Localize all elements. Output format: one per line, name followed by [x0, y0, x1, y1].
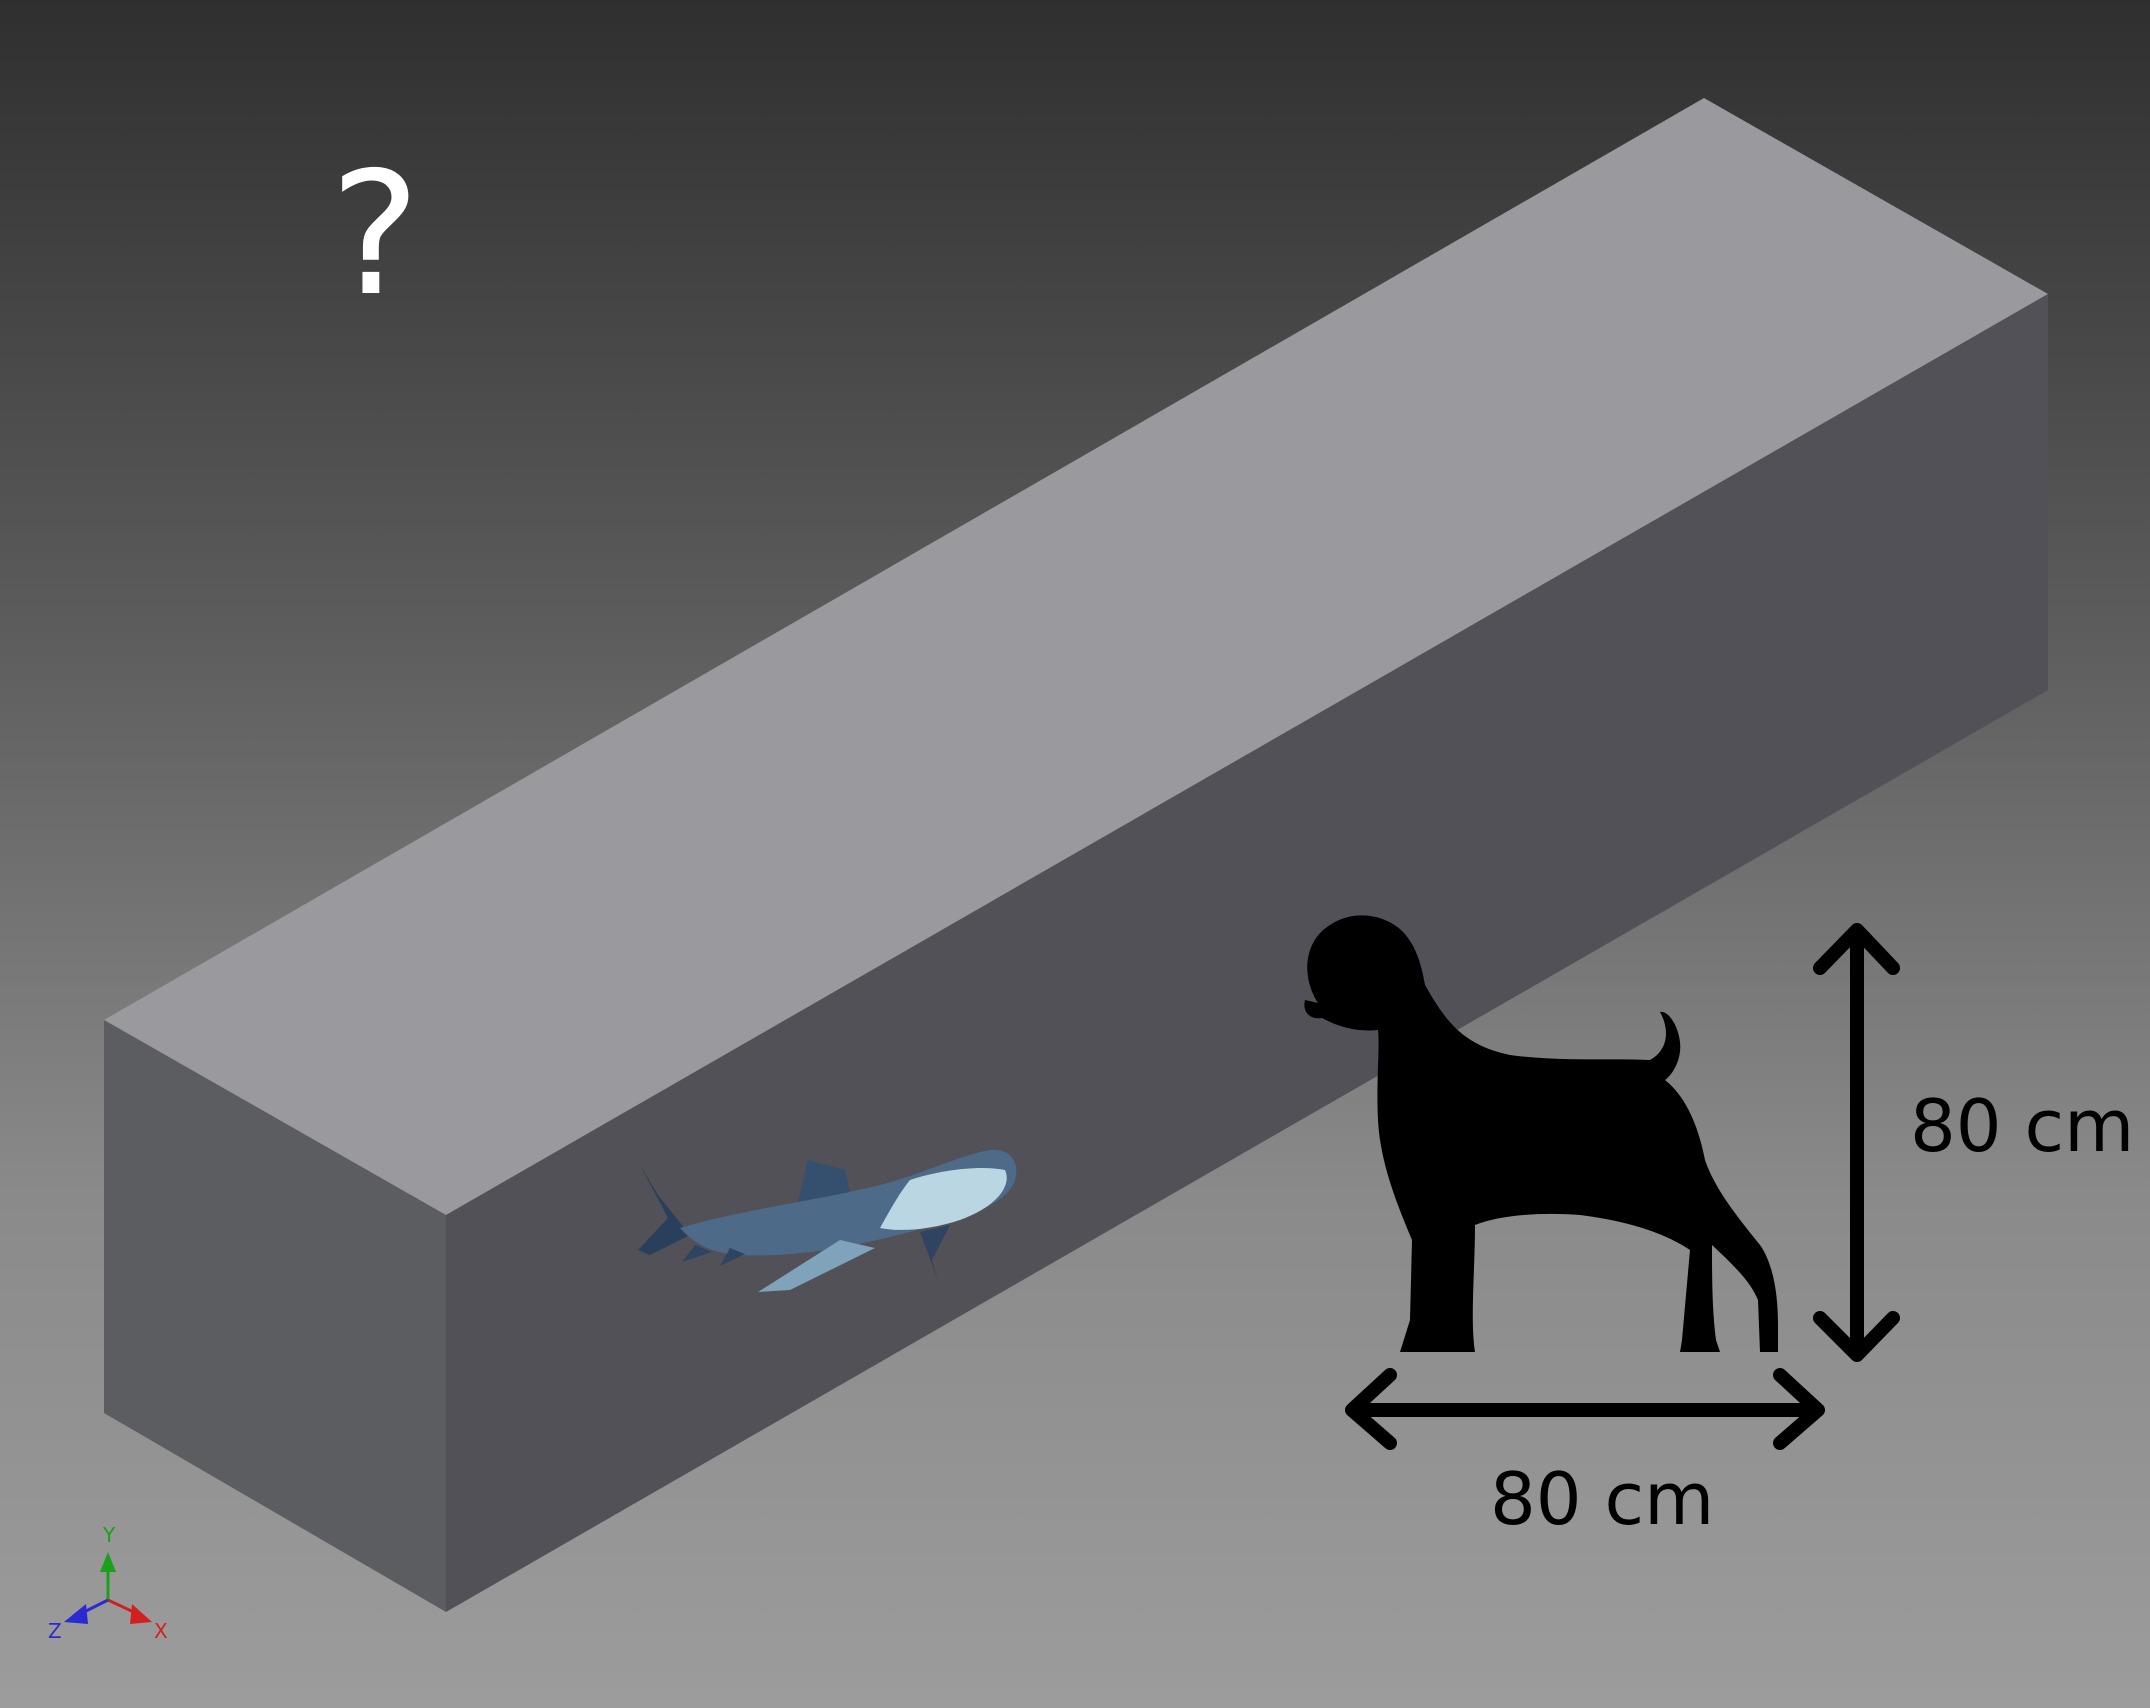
shark-icon [638, 1149, 1017, 1292]
axis-x-label: X [154, 1619, 168, 1643]
axis-y-label: Y [102, 1523, 116, 1547]
height-dimension-arrow [1813, 923, 1900, 1362]
width-label: 80 cm [1490, 1457, 1715, 1541]
box-top-face [104, 98, 2048, 1215]
box-left-face [104, 1020, 446, 1612]
box-front-face [446, 294, 2048, 1612]
axis-triad-icon: Y X Z [48, 1523, 168, 1643]
width-dimension-arrow [1345, 1368, 1825, 1450]
box-block [104, 98, 2048, 1612]
height-label: 80 cm [1910, 1084, 2135, 1168]
dog-silhouette-icon [1304, 915, 1778, 1352]
question-mark: ? [330, 136, 421, 334]
axis-z-label: Z [48, 1619, 62, 1643]
